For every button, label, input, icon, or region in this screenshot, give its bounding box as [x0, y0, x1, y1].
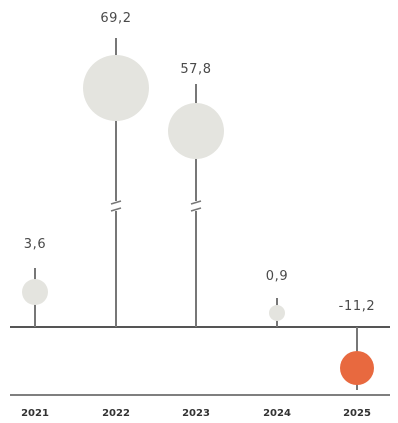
bubble-2024	[269, 305, 285, 321]
axis-break-gap-2023	[190, 201, 202, 211]
axis-break-gap-2022	[110, 201, 122, 211]
value-label-2022: 69,2	[100, 11, 131, 26]
x-tick-label-2024: 2024	[263, 408, 291, 419]
value-label-2023: 57,8	[180, 62, 211, 77]
x-tick-label-2025: 2025	[343, 408, 371, 419]
bubble-2023	[168, 103, 224, 159]
x-tick-label-2021: 2021	[21, 408, 49, 419]
bubble-2022	[83, 55, 149, 121]
axis-break-mark-2023	[190, 207, 202, 212]
value-label-2021: 3,6	[24, 237, 46, 252]
axis-break-mark-2022	[110, 207, 122, 212]
bubble-2025	[340, 351, 374, 385]
x-tick-label-2022: 2022	[102, 408, 130, 419]
axis-break-mark-2023	[190, 200, 202, 205]
axis-break-mark-2022	[110, 200, 122, 205]
bubble-2021	[22, 279, 48, 305]
value-label-2025: -11,2	[339, 299, 376, 314]
chart-marks: 3,6 2021 69,2 2022 57,8 2023 0,9 2024 -11,2 2025	[21, 11, 375, 419]
x-tick-label-2023: 2023	[182, 408, 210, 419]
value-label-2024: 0,9	[266, 269, 288, 284]
